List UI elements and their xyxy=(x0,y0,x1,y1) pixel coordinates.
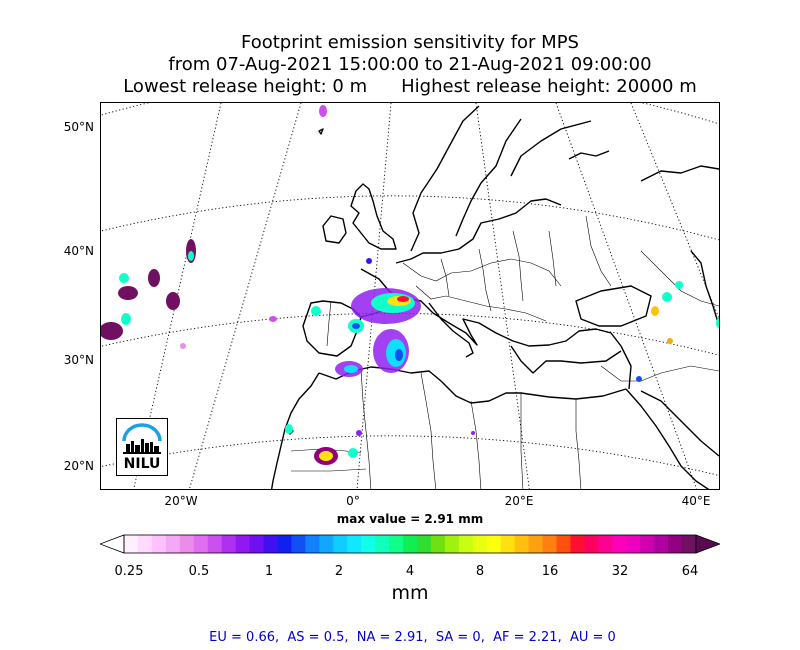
colorbar-cell xyxy=(193,535,209,553)
colorbar-cell xyxy=(263,535,279,553)
colorbar-cell xyxy=(654,535,669,553)
colorbar-tick: 1 xyxy=(264,564,274,579)
colorbar-cell xyxy=(319,535,334,553)
colorbar-tick: 8 xyxy=(475,564,485,579)
colorbar-cell xyxy=(179,535,195,553)
colorbar-tick: 16 xyxy=(541,564,559,579)
nilu-logo: NILU xyxy=(116,418,168,476)
footprint-patch xyxy=(351,288,421,324)
colorbar-tick: 0.25 xyxy=(114,564,144,579)
colorbar-cell xyxy=(668,535,683,553)
footprint-patch xyxy=(180,105,719,458)
colorbar-cell xyxy=(430,535,446,553)
footprint-patch xyxy=(348,319,364,333)
highest-release-height: Highest release height: 20000 m xyxy=(401,76,697,97)
lowest-release-height: Lowest release height: 0 m xyxy=(123,76,368,97)
colorbar-over-arrow xyxy=(695,534,720,554)
colorbar-cell xyxy=(291,535,306,553)
lon-label-20w: 20°W xyxy=(164,494,198,508)
colorbar-cell xyxy=(416,535,432,553)
colorbar-cell xyxy=(458,535,474,553)
max-value-label: max value = 2.91 mm xyxy=(336,512,484,526)
footprint-patch xyxy=(314,447,338,465)
colorbar-cell xyxy=(556,535,572,553)
colorbar-cell xyxy=(500,535,516,553)
footprint-patch xyxy=(636,281,683,382)
footprint-patch xyxy=(335,361,363,377)
colorbar-cell xyxy=(570,535,585,553)
colorbar-cell xyxy=(151,535,167,553)
colorbar-cell xyxy=(375,535,390,553)
colorbar-cell xyxy=(137,535,153,553)
colorbar-tick: 4 xyxy=(405,564,415,579)
colorbar-cell xyxy=(444,535,460,553)
lat-label-40n: 40°N xyxy=(63,244,94,258)
coastlines xyxy=(270,105,719,489)
colorbar-cell xyxy=(165,535,181,553)
colorbar-cell xyxy=(403,535,418,553)
colorbar-tick: 64 xyxy=(681,564,699,579)
colorbar-frame xyxy=(123,534,697,554)
chart-title: Footprint emission sensitivity for MPS xyxy=(241,32,579,53)
colorbar-tick: 0.5 xyxy=(188,564,210,579)
colorbar-cell xyxy=(333,535,348,553)
logo-text: NILU xyxy=(123,456,161,472)
graticule xyxy=(101,103,719,489)
colorbar-cell xyxy=(682,535,697,553)
colorbar-unit: mm xyxy=(391,582,429,604)
colorbar-cell xyxy=(626,535,641,553)
colorbar-cell xyxy=(472,535,488,553)
footprint-sensitivity xyxy=(101,105,719,465)
colorbar-cell xyxy=(221,535,237,553)
colorbar-cell xyxy=(207,535,223,553)
lon-label-40e: 40°E xyxy=(681,494,711,508)
lat-label-20n: 20°N xyxy=(63,459,94,473)
lat-label-50n: 50°N xyxy=(63,120,94,134)
lon-label-20e: 20°E xyxy=(504,494,534,508)
colorbar-cell xyxy=(584,535,599,553)
colorbar xyxy=(100,534,720,554)
colorbar-cell xyxy=(235,535,251,553)
colorbar-cell xyxy=(528,535,544,553)
map-canvas xyxy=(101,103,719,489)
colorbar-cell xyxy=(486,535,502,553)
footprint-patch xyxy=(373,329,409,373)
colorbar-cell xyxy=(277,535,293,553)
colorbar-cell xyxy=(305,535,320,553)
colorbar-cell xyxy=(347,535,362,553)
colorbar-cell xyxy=(389,535,404,553)
colorbar-cells xyxy=(124,535,697,553)
logo-skyline-icon xyxy=(122,423,162,454)
colorbar-cell xyxy=(514,535,530,553)
footprint-map: NILU xyxy=(100,102,720,490)
colorbar-cell xyxy=(542,535,558,553)
colorbar-cell xyxy=(361,535,376,553)
colorbar-cell xyxy=(249,535,265,553)
region-summary: EU = 0.66, AS = 0.5, NA = 2.91, SA = 0, … xyxy=(209,630,616,645)
chart-subtitle-period: from 07-Aug-2021 15:00:00 to 21-Aug-2021… xyxy=(168,54,652,75)
colorbar-under-arrow xyxy=(100,534,125,554)
colorbar-cell xyxy=(612,535,627,553)
colorbar-cell xyxy=(598,535,613,553)
lon-label-0: 0° xyxy=(346,494,360,508)
footprint-patch xyxy=(101,239,196,340)
release-heights: Lowest release height: 0 m Highest releas… xyxy=(10,76,800,98)
colorbar-tick: 32 xyxy=(611,564,629,579)
colorbar-cell xyxy=(124,535,139,553)
lat-label-30n: 30°N xyxy=(63,353,94,367)
colorbar-tick: 2 xyxy=(334,564,344,579)
colorbar-cell xyxy=(640,535,655,553)
